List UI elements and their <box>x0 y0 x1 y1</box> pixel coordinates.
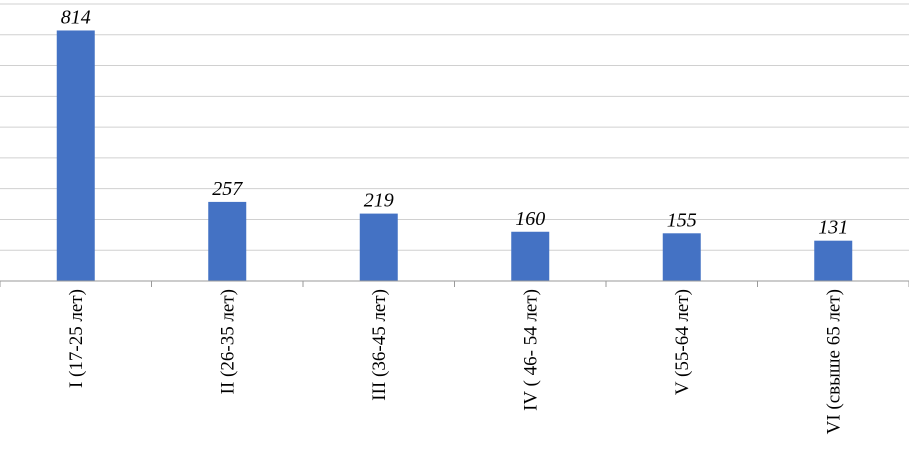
category-label: V (55-64 лет) <box>672 289 693 395</box>
category-axis <box>0 280 909 287</box>
category-label: III (36-45 лет) <box>369 289 390 401</box>
data-label: 219 <box>364 190 394 212</box>
bar <box>511 231 550 281</box>
data-label: 131 <box>818 217 848 239</box>
bars <box>56 30 853 282</box>
category-labels: I (17-25 лет) II (26-35 лет) III (36-45 ле… <box>66 289 845 434</box>
bar <box>359 213 398 281</box>
category-label: IV ( 46- 54 лет) <box>520 289 541 411</box>
bar <box>814 240 853 281</box>
category-label: II (26-35 лет) <box>217 289 238 394</box>
data-label: 155 <box>667 209 697 231</box>
bar <box>208 201 247 281</box>
gridlines <box>0 3 909 251</box>
data-labels: 814 257 219 160 155 131 <box>61 6 849 238</box>
bar <box>56 30 95 282</box>
category-label: VI (свыше 65 лет) <box>823 289 844 434</box>
category-label: I (17-25 лет) <box>66 289 87 388</box>
bar <box>662 233 701 281</box>
data-label: 257 <box>212 178 243 200</box>
data-label: 814 <box>61 6 91 28</box>
data-label: 160 <box>515 208 545 230</box>
